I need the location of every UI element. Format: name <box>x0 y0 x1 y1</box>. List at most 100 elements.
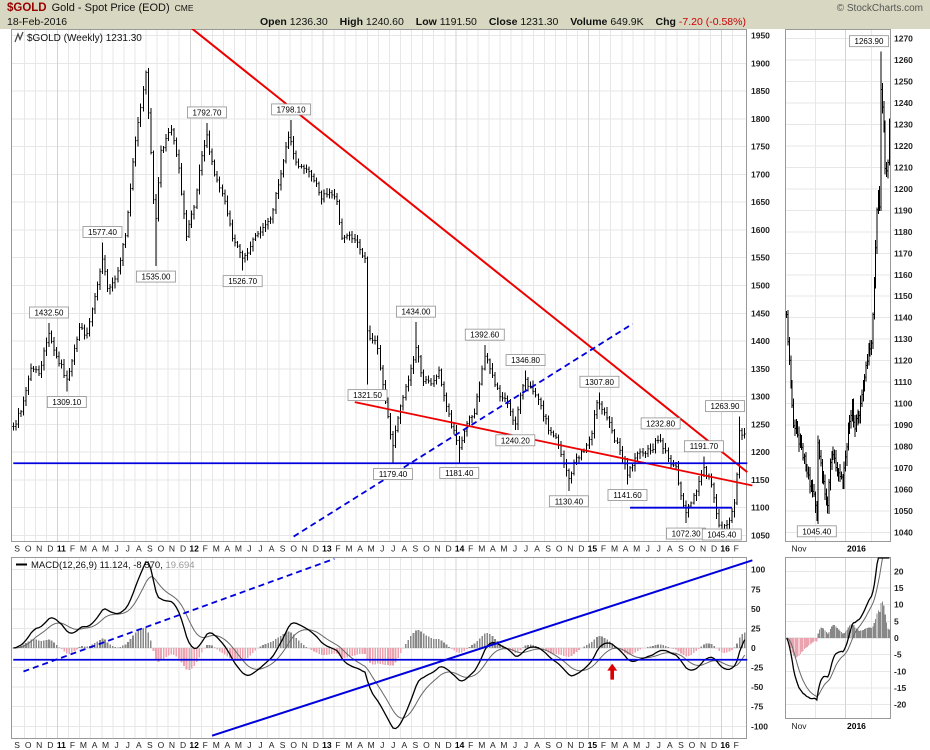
svg-text:M: M <box>213 740 220 750</box>
svg-text:1700: 1700 <box>751 169 770 179</box>
svg-text:N: N <box>700 740 706 750</box>
svg-text:M: M <box>102 544 109 554</box>
svg-text:S: S <box>678 544 684 554</box>
svg-text:Nov: Nov <box>791 544 807 554</box>
svg-text:N: N <box>36 544 42 554</box>
svg-text:2016: 2016 <box>847 544 866 554</box>
svg-text:D: D <box>180 544 186 554</box>
svg-text:1263.90: 1263.90 <box>711 402 740 411</box>
svg-text:S: S <box>678 740 684 750</box>
svg-text:15: 15 <box>894 583 904 593</box>
svg-text:1950: 1950 <box>751 31 770 41</box>
svg-text:N: N <box>169 544 175 554</box>
macd-title: MACD(12,26,9) 11.124, -8.570, 19.694 <box>31 560 195 571</box>
svg-text:N: N <box>302 740 308 750</box>
svg-text:M: M <box>633 740 640 750</box>
price-label: 1130.40 <box>548 495 589 508</box>
svg-text:O: O <box>290 740 297 750</box>
svg-text:M: M <box>345 740 352 750</box>
svg-text:$GOLD (Weekly) 1231.30: $GOLD (Weekly) 1231.30 <box>27 33 142 44</box>
svg-text:1150: 1150 <box>751 475 770 485</box>
svg-text:N: N <box>36 740 42 750</box>
svg-text:1141.60: 1141.60 <box>613 491 642 500</box>
svg-text:12: 12 <box>189 544 199 554</box>
svg-text:S: S <box>280 544 286 554</box>
svg-text:1321.50: 1321.50 <box>353 391 382 400</box>
svg-text:J: J <box>380 740 384 750</box>
svg-text:1309.10: 1309.10 <box>52 398 81 407</box>
svg-text:1260: 1260 <box>894 55 913 65</box>
svg-text:1120: 1120 <box>894 356 913 366</box>
svg-text:J: J <box>391 740 395 750</box>
svg-text:M: M <box>500 544 507 554</box>
svg-text:S: S <box>147 740 153 750</box>
quote-volume: Volume 649.9K <box>570 16 644 28</box>
svg-text:11: 11 <box>57 544 66 554</box>
price-label: 1307.80 <box>579 375 620 388</box>
svg-text:-15: -15 <box>894 683 907 693</box>
price-label: 1346.80 <box>505 354 546 366</box>
svg-text:5: 5 <box>894 616 899 626</box>
main-price-panel: 1432.50 1309.10 1577.40 1535.00 1792.70 1526.… <box>11 27 753 542</box>
svg-text:F: F <box>335 740 340 750</box>
svg-text:J: J <box>258 544 262 554</box>
svg-text:J: J <box>524 544 528 554</box>
svg-text:1220: 1220 <box>894 141 913 151</box>
svg-text:1045.40: 1045.40 <box>802 527 831 536</box>
svg-text:F: F <box>70 544 75 554</box>
svg-text:F: F <box>601 544 606 554</box>
svg-text:M: M <box>235 544 242 554</box>
svg-text:D: D <box>313 544 319 554</box>
svg-text:1210: 1210 <box>894 162 913 172</box>
price-label: 1526.70 <box>222 275 263 288</box>
chart-date: 18-Feb-2016 <box>7 16 68 28</box>
svg-text:O: O <box>423 740 430 750</box>
price-label: 1434.00 <box>396 305 436 318</box>
svg-text:N: N <box>434 740 440 750</box>
copyright: © StockCharts.com <box>836 3 923 14</box>
svg-text:M: M <box>500 740 507 750</box>
svg-text:D: D <box>578 544 584 554</box>
svg-text:-25: -25 <box>751 663 764 673</box>
svg-text:1170: 1170 <box>894 248 913 258</box>
svg-text:N: N <box>700 544 706 554</box>
svg-text:12: 12 <box>189 740 199 750</box>
svg-text:A: A <box>357 544 363 554</box>
svg-text:S: S <box>14 740 20 750</box>
svg-text:F: F <box>203 740 208 750</box>
price-label: 1232.80 <box>640 417 681 430</box>
svg-text:N: N <box>567 740 573 750</box>
svg-text:J: J <box>115 740 119 750</box>
price-label: 1309.10 <box>46 396 87 408</box>
svg-text:O: O <box>25 544 32 554</box>
svg-text:15: 15 <box>588 544 598 554</box>
svg-text:1240.20: 1240.20 <box>501 436 530 445</box>
quote-change: Chg -7.20 (-0.58%) <box>655 16 746 28</box>
svg-text:Nov: Nov <box>791 721 807 731</box>
svg-text:1432.50: 1432.50 <box>34 308 63 317</box>
svg-text:F: F <box>468 740 473 750</box>
svg-text:1060: 1060 <box>894 484 913 494</box>
quote-high: High 1240.60 <box>339 16 404 28</box>
svg-text:1346.80: 1346.80 <box>511 356 540 365</box>
svg-text:1110: 1110 <box>894 377 912 387</box>
svg-text:F: F <box>70 740 75 750</box>
price-label: 1045.40 <box>701 528 742 541</box>
price-label: 1792.70 <box>187 106 227 119</box>
svg-text:J: J <box>513 740 517 750</box>
svg-text:D: D <box>446 544 452 554</box>
svg-text:A: A <box>357 740 363 750</box>
svg-text:J: J <box>126 544 130 554</box>
svg-text:F: F <box>203 544 208 554</box>
svg-text:1191.70: 1191.70 <box>690 442 719 451</box>
quote-close: Close 1231.30 <box>488 16 559 28</box>
inset-price-panel: 1263.90 1045.40 <box>785 29 891 542</box>
svg-text:A: A <box>136 740 142 750</box>
price-label: 1432.50 <box>29 306 69 319</box>
svg-text:S: S <box>545 740 551 750</box>
svg-text:A: A <box>623 740 629 750</box>
svg-text:S: S <box>14 544 20 554</box>
price-label: 1179.40 <box>373 468 413 480</box>
svg-text:1040: 1040 <box>894 527 913 537</box>
svg-text:1750: 1750 <box>751 142 770 152</box>
